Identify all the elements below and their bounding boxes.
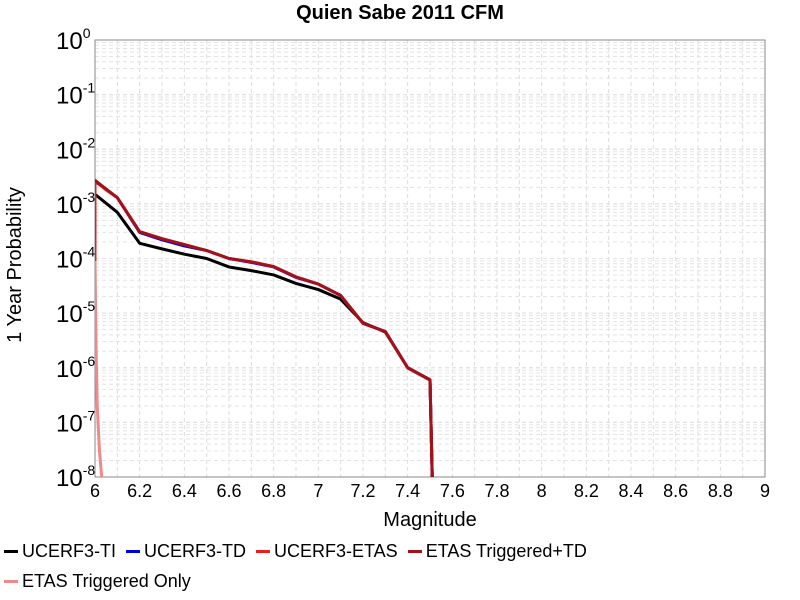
legend-row: UCERF3-TI UCERF3-TD UCERF3-ETAS ETAS Trigge… xyxy=(0,536,800,566)
x-tick-label: 6.2 xyxy=(127,481,152,501)
y-tick-label: 10-8 xyxy=(56,462,95,492)
legend-item: UCERF3-TI xyxy=(0,541,116,562)
x-tick-label: 7 xyxy=(313,481,323,501)
x-tick-label: 8.2 xyxy=(574,481,599,501)
x-tick-label: 6 xyxy=(90,481,100,501)
y-axis-ticks: 100 10-1 10-2 10-3 10-4 10-5 10-6 10-7 10-8 xyxy=(56,25,95,492)
x-tick-label: 7.4 xyxy=(395,481,420,501)
y-tick-label: 100 xyxy=(56,25,91,55)
x-tick-label: 8.4 xyxy=(618,481,643,501)
x-tick-label: 6.6 xyxy=(216,481,241,501)
legend-label: UCERF3-TI xyxy=(22,540,116,561)
legend-swatch xyxy=(4,549,18,553)
y-tick-label: 10-7 xyxy=(56,407,95,437)
legend-item: UCERF3-ETAS xyxy=(252,541,398,562)
legend: UCERF3-TI UCERF3-TD UCERF3-ETAS ETAS Trigge… xyxy=(0,536,800,596)
x-tick-label: 6.8 xyxy=(261,481,286,501)
x-tick-label: 7.8 xyxy=(484,481,509,501)
y-tick-label: 10-4 xyxy=(56,244,95,274)
y-axis-label: 1 Year Probability xyxy=(4,187,26,343)
legend-item: ETAS Triggered+TD xyxy=(404,541,587,562)
x-axis-label: Magnitude xyxy=(383,509,476,531)
legend-label: UCERF3-ETAS xyxy=(274,540,398,561)
legend-label: UCERF3-TD xyxy=(144,540,246,561)
legend-label: ETAS Triggered Only xyxy=(22,570,191,591)
y-tick-label: 10-2 xyxy=(56,134,95,164)
legend-swatch xyxy=(256,549,270,553)
y-tick-label: 10-6 xyxy=(56,353,95,383)
series-line-etas-triggered-only xyxy=(95,260,104,477)
legend-swatch xyxy=(126,549,140,553)
x-tick-label: 8.8 xyxy=(708,481,733,501)
y-tick-label: 10-3 xyxy=(56,189,95,219)
legend-swatch xyxy=(407,549,422,553)
legend-label: ETAS Triggered+TD xyxy=(425,540,587,561)
x-tick-label: 7.6 xyxy=(440,481,465,501)
x-tick-label: 8.6 xyxy=(663,481,688,501)
legend-row: ETAS Triggered Only xyxy=(0,566,800,596)
x-tick-label: 6.4 xyxy=(172,481,197,501)
x-tick-label: 9 xyxy=(760,481,770,501)
grid xyxy=(95,40,765,477)
series-layer xyxy=(95,178,434,477)
y-tick-label: 10-1 xyxy=(56,80,95,110)
y-tick-label: 10-5 xyxy=(56,298,95,328)
legend-item: ETAS Triggered Only xyxy=(0,571,191,592)
legend-item: UCERF3-TD xyxy=(122,541,246,562)
x-tick-label: 7.2 xyxy=(350,481,375,501)
series-line-etas-triggered-td xyxy=(95,179,434,477)
x-tick-label: 8 xyxy=(537,481,547,501)
chart-title: Quien Sabe 2011 CFM xyxy=(296,2,504,24)
x-axis-ticks: 6 6.2 6.4 6.6 6.8 7 7.2 7.4 7.6 7.8 8 8.2 8.4 8.6 8.8 9 xyxy=(90,481,770,501)
legend-swatch xyxy=(4,579,18,583)
